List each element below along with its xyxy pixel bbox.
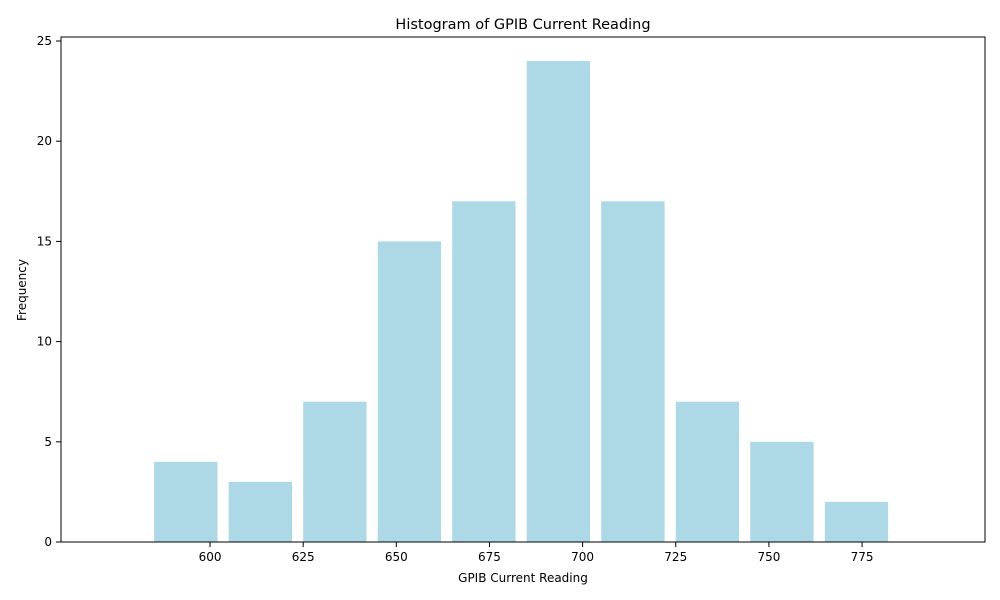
y-tick-label: 0 xyxy=(44,535,52,549)
x-axis-title: GPIB Current Reading xyxy=(458,571,588,585)
y-tick-label: 25 xyxy=(37,34,52,48)
y-tick-label: 5 xyxy=(44,435,52,449)
histogram-bar-7 xyxy=(601,201,665,543)
histogram-bar-4 xyxy=(377,241,442,542)
x-tick-label: 600 xyxy=(199,550,222,564)
histogram-bar-9 xyxy=(750,441,814,542)
histogram-bar-5 xyxy=(452,201,516,543)
x-tick-label: 775 xyxy=(851,550,874,564)
histogram-bar-3 xyxy=(303,401,367,542)
histogram-bar-1 xyxy=(154,461,218,542)
y-tick-label: 10 xyxy=(37,335,52,349)
y-tick-label: 15 xyxy=(37,234,52,248)
x-tick-label: 650 xyxy=(385,550,408,564)
bars-group xyxy=(154,61,889,543)
plot-frame xyxy=(60,36,986,543)
y-axis-title: Frequency xyxy=(15,259,29,321)
x-tick-label: 700 xyxy=(571,550,594,564)
histogram-bar-2 xyxy=(228,481,292,542)
y-tick-label: 20 xyxy=(37,134,52,148)
chart-title: Histogram of GPIB Current Reading xyxy=(395,17,650,33)
x-axis-ticks: 600 625 650 675 700 725 750 775 xyxy=(199,542,874,564)
x-tick-label: 725 xyxy=(664,550,687,564)
histogram-bar-10 xyxy=(824,501,889,542)
x-tick-label: 675 xyxy=(478,550,501,564)
histogram-bar-8 xyxy=(675,401,740,542)
y-axis-ticks: 0 5 10 15 20 25 xyxy=(37,34,61,549)
histogram-bar-6 xyxy=(526,61,591,543)
x-tick-label: 625 xyxy=(292,550,315,564)
x-tick-label: 750 xyxy=(757,550,780,564)
